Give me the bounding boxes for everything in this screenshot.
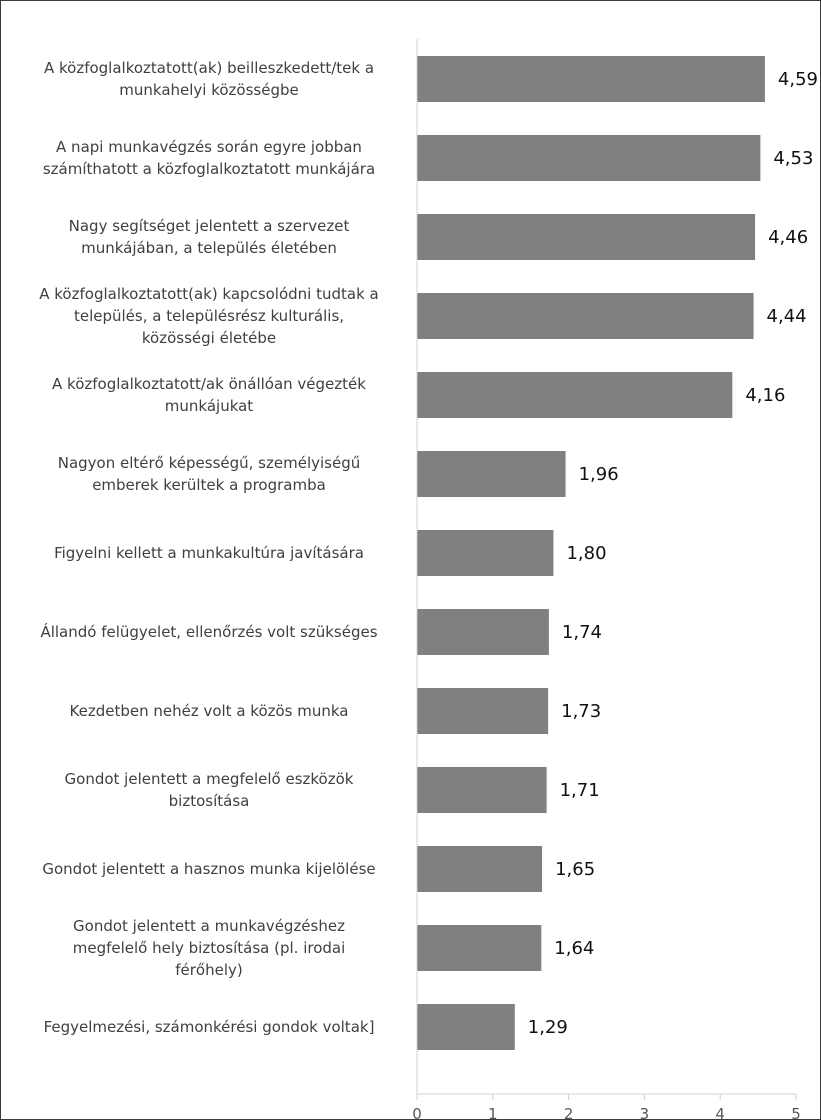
value-label: 1,74	[562, 622, 602, 643]
category-label-line: Állandó felügyelet, ellenőrzés volt szük…	[40, 622, 377, 641]
x-tick-label: 5	[791, 1105, 801, 1119]
category-label: Gondot jelentett a megfelelő eszközök biz…	[65, 770, 354, 810]
category-label-line: biztosítása	[169, 792, 250, 810]
category-label: A közfoglalkoztatott(ak) beilleszkedett/…	[44, 59, 374, 99]
value-labels-group: 4,59 4,53 4,46 4,44 4,16 1,96 1,80 1,74 1,73 1,71…	[528, 69, 818, 1038]
bar	[417, 451, 566, 497]
category-label: Figyelni kellett a munkakultúra javításá…	[54, 544, 364, 562]
value-label: 1,29	[528, 1017, 568, 1038]
bar	[417, 135, 761, 181]
category-label: Nagyon eltérő képességű, személyiségű emb…	[58, 454, 360, 494]
category-label: A közfoglalkoztatott(ak) kapcsolódni tud…	[39, 285, 379, 347]
bar	[417, 688, 549, 734]
category-label: A közfoglalkoztatott/ak önállóan végezté…	[52, 375, 366, 415]
bars-group	[417, 56, 765, 1050]
category-label-line: A napi munkavégzés során egyre jobban	[56, 138, 362, 156]
category-label: Gondot jelentett a munkavégzéshez megfele…	[73, 917, 346, 979]
category-label-line: Fegyelmezési, számonkérési gondok voltak…	[44, 1018, 375, 1036]
category-label-line: számíthatott a közfoglalkoztatott munkáj…	[43, 160, 375, 178]
bar	[417, 1004, 515, 1050]
category-label-line: emberek kerültek a programba	[92, 476, 326, 494]
bar	[417, 925, 542, 971]
category-labels-group: A közfoglalkoztatott(ak) beilleszkedett/…	[39, 59, 379, 1036]
category-label-line: férőhely)	[175, 961, 243, 979]
bar	[417, 530, 554, 576]
category-label-line: munkájukat	[165, 397, 254, 415]
value-label: 1,80	[566, 543, 606, 564]
value-label: 1,71	[560, 780, 600, 801]
value-label: 4,46	[768, 227, 808, 248]
category-label-line: A közfoglalkoztatott/ak önállóan végezté…	[52, 375, 366, 393]
category-label: A napi munkavégzés során egyre jobban szá…	[43, 138, 375, 178]
x-tick-label: 1	[488, 1105, 498, 1119]
category-label-line: A közfoglalkoztatott(ak) kapcsolódni tud…	[39, 285, 379, 303]
value-label: 4,59	[778, 69, 818, 90]
x-tick-label: 3	[640, 1105, 650, 1119]
category-label-line: közösségi életébe	[142, 329, 276, 347]
value-label: 4,44	[767, 306, 807, 327]
value-label: 1,65	[555, 859, 595, 880]
category-label: Kezdetben nehéz volt a közös munka	[70, 702, 349, 720]
x-tick-label: 0	[412, 1105, 422, 1119]
bar	[417, 372, 733, 418]
category-label: Állandó felügyelet, ellenőrzés volt szük…	[40, 622, 377, 641]
value-label: 4,53	[773, 148, 813, 169]
category-label-line: Gondot jelentett a munkavégzéshez	[73, 917, 345, 935]
value-label: 1,64	[554, 938, 594, 959]
category-label-line: munkájában, a település életében	[81, 239, 337, 257]
category-label: Gondot jelentett a hasznos munka kijelöl…	[42, 860, 375, 878]
category-label-line: Gondot jelentett a hasznos munka kijelöl…	[42, 860, 375, 878]
value-label: 1,73	[561, 701, 601, 722]
bar	[417, 609, 549, 655]
category-label-line: munkahelyi közösségbe	[119, 81, 298, 99]
axes-group: 0 1 2 3 4 5	[412, 39, 801, 1119]
x-tick-label: 2	[564, 1105, 574, 1119]
category-label-line: Nagyon eltérő képességű, személyiségű	[58, 454, 360, 472]
category-label-line: Figyelni kellett a munkakultúra javításá…	[54, 544, 364, 562]
value-label: 4,16	[745, 385, 785, 406]
x-tick-label: 4	[715, 1105, 725, 1119]
category-label-line: település, a településrész kulturális,	[74, 307, 344, 325]
category-label-line: Nagy segítséget jelentett a szervezet	[69, 217, 350, 235]
category-label: Nagy segítséget jelentett a szervezet mun…	[69, 217, 350, 257]
category-label-line: A közfoglalkoztatott(ak) beilleszkedett/…	[44, 59, 374, 77]
value-label: 1,96	[579, 464, 619, 485]
bar	[417, 767, 547, 813]
category-label-line: megfelelő hely biztosítása (pl. irodai	[73, 939, 346, 957]
bar	[417, 56, 765, 102]
bar	[417, 214, 756, 260]
category-label: Fegyelmezési, számonkérési gondok voltak…	[44, 1018, 375, 1036]
category-label-line: Gondot jelentett a megfelelő eszközök	[65, 770, 354, 788]
category-label-line: Kezdetben nehéz volt a közös munka	[70, 702, 349, 720]
bar	[417, 293, 754, 339]
bar	[417, 846, 543, 892]
